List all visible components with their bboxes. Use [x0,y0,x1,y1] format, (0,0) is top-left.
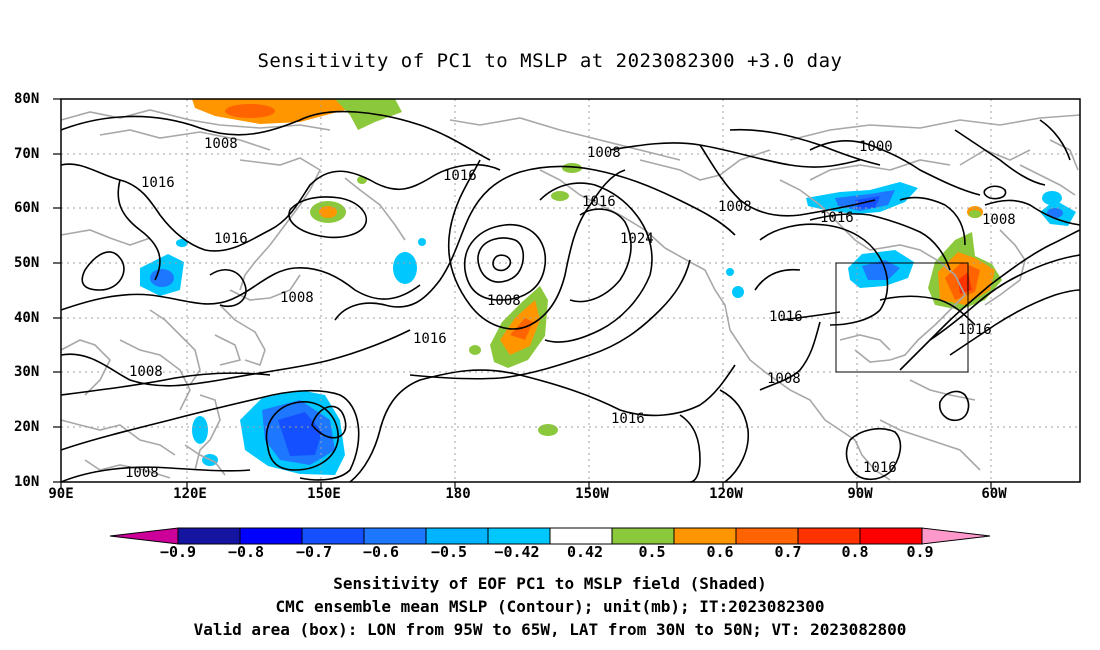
colorbar-label: −0.7 [295,543,333,561]
contour-label: 1016 [958,322,992,338]
colorbar-label: 0.6 [706,543,734,561]
contour-label: 1008 [487,293,521,309]
lat-label: 60N [14,200,40,216]
contour-label: 1024 [620,231,654,247]
mslp-contours [60,110,1081,483]
map-frame [60,98,1081,483]
colorbar-label: −0.8 [227,543,265,561]
contour-label: 1016 [820,210,854,226]
lon-label: 150W [575,486,609,502]
lat-label: 20N [14,419,40,435]
contour-label: 1008 [767,371,801,387]
contour-label: 1016 [413,331,447,347]
contour-label: 1016 [141,175,175,191]
contour-label: 1008 [129,364,163,380]
caption-line-2: CMC ensemble mean MSLP (Contour); unit(m… [275,597,825,616]
contour-label: 1016 [443,168,477,184]
colorbar-label: 0.8 [841,543,869,561]
colorbar-cell [301,527,365,545]
axis-ticks [53,98,992,489]
contour-label: 1008 [718,199,752,215]
shade-north-green [335,99,402,130]
colorbar-cell [611,527,675,545]
lat-label: 80N [14,91,40,107]
colorbar-label: −0.5 [430,543,468,561]
contour-label: 1000 [859,139,893,155]
lat-label: 70N [14,146,40,162]
shaded-sensitivity [140,99,1076,475]
colorbar-label: −0.6 [362,543,400,561]
colorbar-cell [239,527,303,545]
coastlines [60,109,1081,481]
colorbar-label: −0.42 [494,543,540,561]
lon-label: 120W [709,486,743,502]
colorbar-label: −0.9 [159,543,197,561]
contour-label: 1016 [863,460,897,476]
lat-label: 40N [14,310,40,326]
contour-label: 1008 [125,465,159,481]
colorbar-label: 0.7 [774,543,802,561]
colorbar-cell [425,527,489,545]
contour-label: 1016 [769,309,803,325]
lon-label: 90W [847,486,873,502]
valid-area-box [835,262,969,373]
colorbar-cell [363,527,427,545]
contour-label: 1016 [214,231,248,247]
gridlines [61,99,1080,482]
colorbar-cell [109,527,179,545]
contour-label: 1008 [280,290,314,306]
lon-label: 120E [173,486,207,502]
colorbar-cell [673,527,737,545]
map-title: Sensitivity of PC1 to MSLP at 2023082300… [257,50,843,72]
lon-label: 150E [307,486,341,502]
colorbar-cell [487,527,551,545]
colorbar-cell [859,527,923,545]
contour-label: 1016 [582,194,616,210]
colorbar-cell [177,527,241,545]
caption-line-1: Sensitivity of EOF PC1 to MSLP field (Sh… [333,574,767,593]
colorbar-cell [735,527,799,545]
contour-label: 1016 [611,411,645,427]
lat-label: 10N [14,474,40,490]
lon-label: 180 [445,486,471,502]
shade-north-red [225,104,275,118]
contour-label: 1008 [204,136,238,152]
lon-label: 90E [48,486,74,502]
contour-labels: 1008 1016 1016 1008 1016 1016 1008 1016 … [125,136,1016,481]
contour-label: 1008 [587,145,621,161]
shade-orange-150e [319,206,337,218]
colorbar-cell [549,527,613,545]
colorbar-label: 0.9 [906,543,934,561]
colorbar-cell [921,527,991,545]
colorbar-cell [797,527,861,545]
lat-label: 30N [14,364,40,380]
contour-label: 1008 [982,212,1016,228]
lon-label: 60W [981,486,1007,502]
colorbar-label: 0.5 [638,543,666,561]
lat-label: 50N [14,255,40,271]
colorbar-label: 0.42 [566,543,604,561]
caption-line-3: Valid area (box): LON from 95W to 65W, L… [193,620,907,639]
